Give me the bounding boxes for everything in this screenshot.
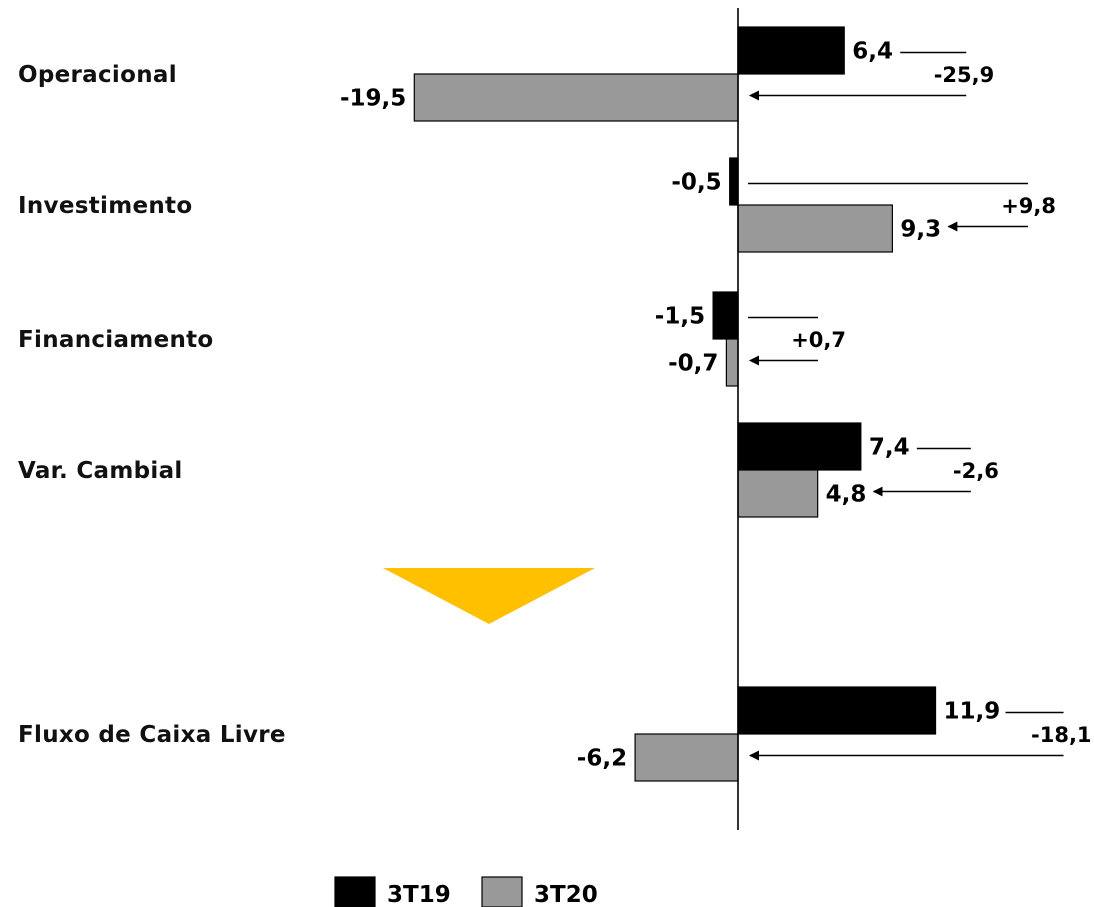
category-label: Fluxo de Caixa Livre — [18, 722, 286, 748]
legend-label: 3T20 — [534, 882, 598, 907]
data-label: 9,3 — [900, 217, 941, 243]
bar-3t20 — [413, 73, 739, 122]
data-label: 6,4 — [852, 39, 893, 65]
category-label: Var. Cambial — [18, 458, 183, 484]
data-label: -0,7 — [668, 351, 718, 377]
change-label: -25,9 — [934, 63, 995, 87]
bar-3t19 — [737, 422, 862, 471]
data-label: -6,2 — [577, 746, 627, 772]
category-label: Investimento — [18, 193, 192, 219]
data-label: 11,9 — [944, 699, 1001, 725]
category-label: Operacional — [18, 62, 177, 88]
bar-3t19 — [729, 157, 739, 206]
change-label: -18,1 — [1031, 723, 1092, 747]
bar-3t20 — [725, 338, 739, 387]
data-label: -1,5 — [655, 304, 705, 330]
change-label: -2,6 — [953, 459, 999, 483]
category-label: Financiamento — [18, 327, 214, 353]
data-label: -19,5 — [340, 86, 406, 112]
separator-triangle-icon — [383, 568, 595, 624]
bar-3t19 — [737, 686, 937, 735]
data-label: 7,4 — [869, 435, 910, 461]
change-label: +0,7 — [791, 328, 846, 352]
data-label: 4,8 — [826, 482, 867, 508]
data-label: -0,5 — [671, 170, 721, 196]
bar-3t19 — [712, 291, 739, 340]
bar-3t20 — [737, 204, 893, 253]
bar-3t20 — [634, 733, 739, 782]
bar-3t20 — [737, 469, 819, 518]
legend-swatch — [481, 876, 523, 907]
bar-3t19 — [737, 26, 845, 75]
legend-label: 3T19 — [387, 882, 451, 907]
change-label: +9,8 — [1001, 194, 1056, 218]
legend-swatch — [334, 876, 376, 907]
